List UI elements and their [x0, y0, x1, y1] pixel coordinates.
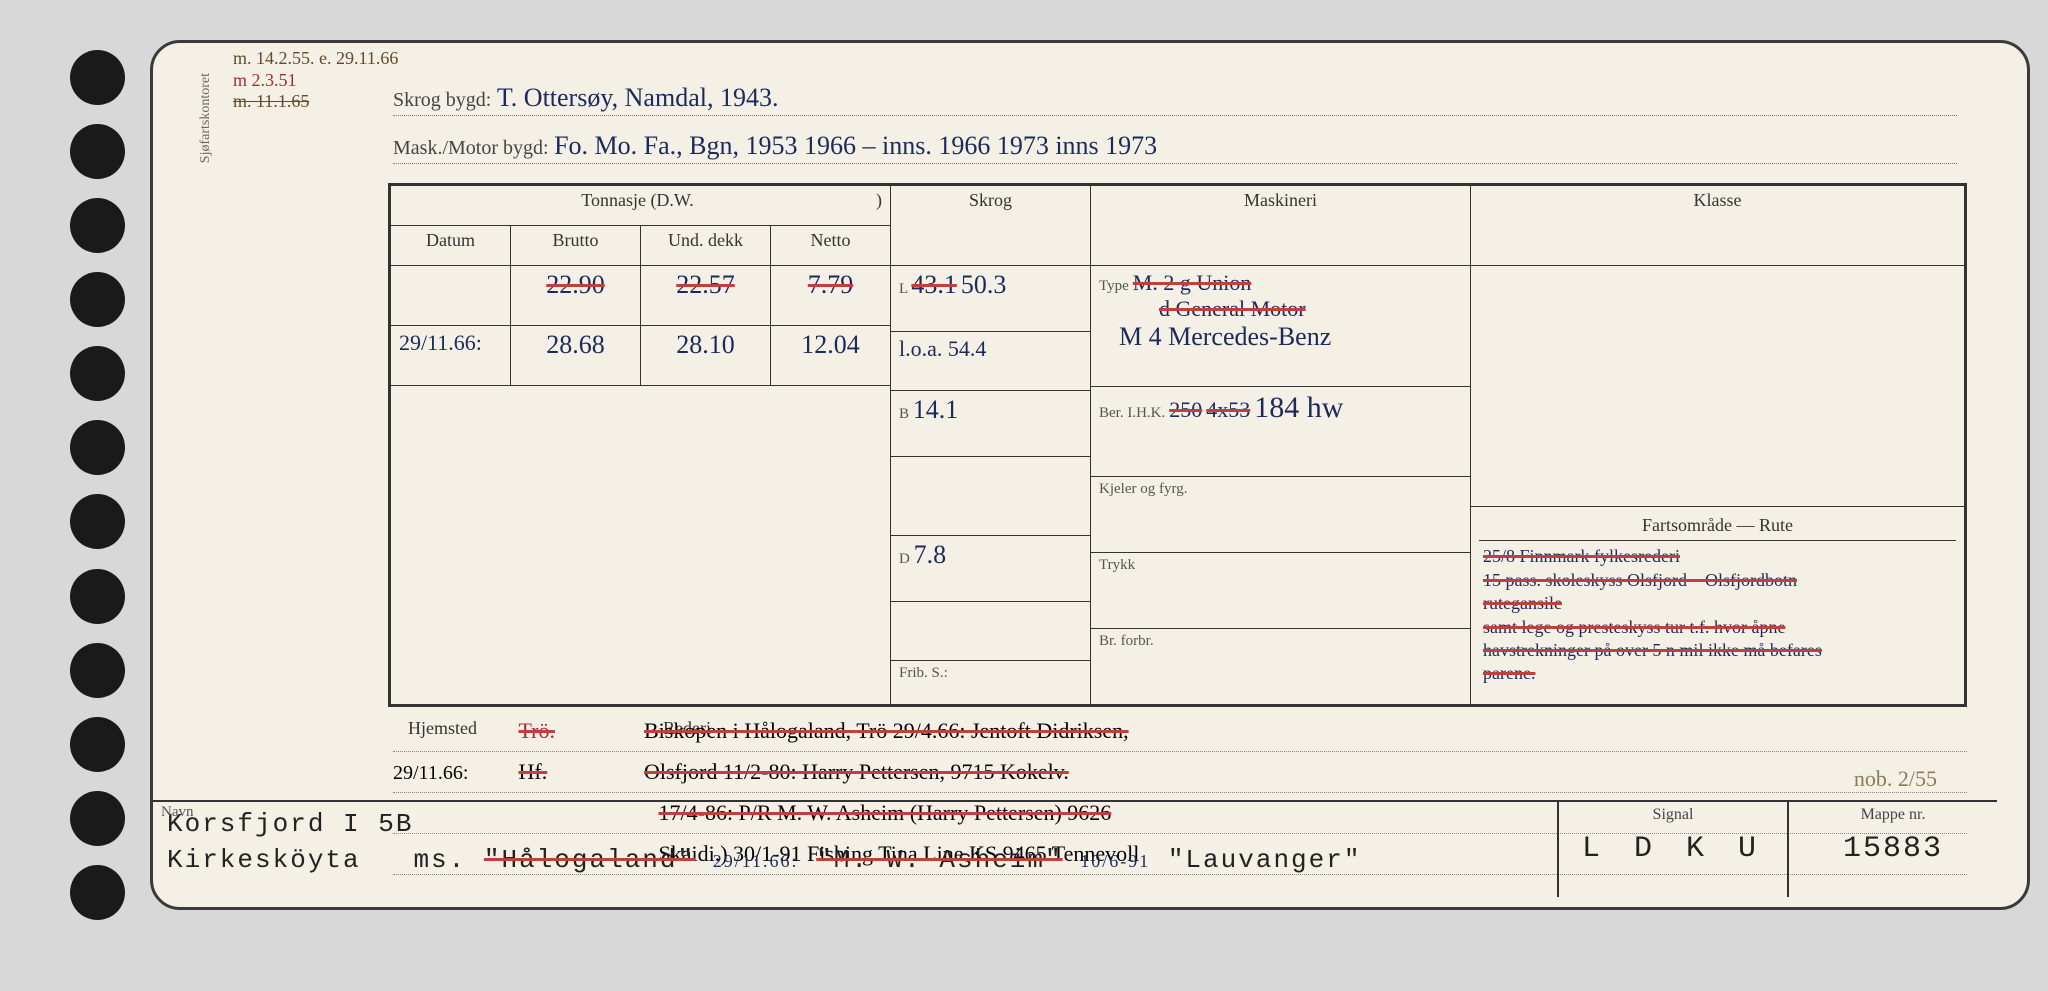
netto-2: 12.04: [771, 326, 891, 386]
B-val: 14.1: [913, 395, 959, 424]
maskineri-header: Maskineri: [1091, 186, 1471, 266]
mappe-label: Mappe nr.: [1793, 806, 1993, 824]
tonnasje-label: Tonnasje (D.W.: [581, 190, 694, 210]
tonnasje-header: Tonnasje (D.W. ): [391, 186, 891, 226]
punch-hole: [70, 50, 125, 105]
unddekk-1: 22.57: [641, 266, 771, 326]
ms-abbrev: ms.: [413, 845, 466, 875]
card-table: Tonnasje (D.W. ) Skrog Maskineri Klasse …: [390, 185, 1965, 705]
signal-label: Signal: [1563, 806, 1783, 824]
frib-label: Frib. S.:: [891, 661, 1090, 704]
kjeler-label: Kjeler og fyrg.: [1091, 476, 1470, 552]
margin-note-2: m 2.3.51: [233, 70, 398, 92]
klasse-header: Klasse: [1471, 186, 1965, 266]
signal-cell: Signal L D K U: [1557, 802, 1787, 897]
margin-note-1: m. 14.2.55. e. 29.11.66: [233, 48, 398, 70]
klasse-cell: Fartsområde — Rute 25/8 Finnmark fylkesr…: [1471, 266, 1965, 705]
L-new: 50.3: [961, 270, 1007, 299]
rederi-l2: Olsfjord 11/2-80: Harry Pettersen, 9715 …: [644, 759, 1069, 784]
punch-hole: [70, 791, 125, 846]
mappe-cell: Mappe nr. 15883: [1787, 802, 1997, 897]
main-table: Tonnasje (D.W. ) Skrog Maskineri Klasse …: [388, 183, 1967, 707]
hj-place-2: Hf.: [519, 752, 639, 792]
mask-bygd-value: Fo. Mo. Fa., Bgn, 1953 1966 – inns. 1966…: [554, 131, 1157, 160]
netto-header: Netto: [771, 226, 891, 266]
unddekk-header: Und. dekk: [641, 226, 771, 266]
D-val: 7.8: [914, 540, 947, 569]
punch-hole: [70, 865, 125, 920]
margin-note-3: m. 11.1.65: [233, 91, 398, 113]
punch-holes: [70, 50, 125, 920]
br-label: Br. forbr.: [1091, 629, 1470, 704]
ship-name-1: "Hålogaland": [484, 845, 695, 875]
rederi-l1: Biskopen i Hålogaland, Trö 29/4.66: Jent…: [644, 718, 1129, 743]
kirkeskoyta: Kirkesköyta: [167, 845, 361, 875]
ship-name-2: "M. W. Asheim": [816, 845, 1062, 875]
skrog-bygd-label: Skrog bygd:: [393, 89, 491, 111]
brutto-2: 28.68: [511, 326, 641, 386]
skrog-cell: L 43.1 50.3 l.o.a. 54.4 B 14.1: [891, 266, 1091, 705]
sjofart-label-left: Sjøfartskontoret: [198, 73, 214, 163]
mask-bygd-label: Mask./Motor bygd:: [393, 137, 549, 159]
type-old2: M. 2 g Union: [1133, 270, 1252, 295]
ihk-label: Ber. I.H.K.: [1099, 405, 1165, 421]
record-card: Sjøfartskontoret Sjøfartskontoret m. 14.…: [150, 40, 2030, 910]
loa: l.o.a. 54.4: [891, 331, 1090, 390]
brutto-header: Brutto: [511, 226, 641, 266]
brutto-1: 22.90: [511, 266, 641, 326]
punch-hole: [70, 346, 125, 401]
navn-label: Navn: [161, 804, 194, 821]
korsfjord: Korsfjord I 5B: [167, 809, 413, 839]
nob-note: nob. 2/55: [1854, 766, 1937, 792]
ihk-old2: 4x53: [1206, 397, 1250, 422]
trykk-label: Trykk: [1091, 552, 1470, 628]
punch-hole: [70, 420, 125, 475]
mask-bygd-line: Mask./Motor bygd: Fo. Mo. Fa., Bgn, 1953…: [393, 131, 1957, 164]
ihk-new: 184 hw: [1254, 391, 1343, 424]
type-label: Type: [1099, 278, 1129, 294]
punch-hole: [70, 717, 125, 772]
bottom-bar: Navn Korsfjord I 5B Kirkesköyta ms. "Hål…: [153, 800, 1997, 897]
bottom-name-cell: Navn Korsfjord I 5B Kirkesköyta ms. "Hål…: [153, 802, 1557, 897]
punch-hole: [70, 124, 125, 179]
punch-hole: [70, 198, 125, 253]
netto-1: 7.79: [771, 266, 891, 326]
skrog-bygd-line: Skrog bygd: T. Ottersøy, Namdal, 1943.: [393, 83, 1957, 116]
L-old: 43.1: [911, 270, 957, 299]
skrog-bygd-value: T. Ottersøy, Namdal, 1943.: [497, 83, 779, 112]
datum-header: Datum: [391, 226, 511, 266]
punch-hole: [70, 643, 125, 698]
name1-date: 29/11.66:: [713, 851, 799, 871]
margin-notes: m. 14.2.55. e. 29.11.66 m 2.3.51 m. 11.1…: [233, 48, 398, 113]
punch-hole: [70, 569, 125, 624]
mappe-value: 15883: [1793, 832, 1993, 866]
farts-lines: 25/8 Finnmark fylkesrederi 15 pass. skol…: [1479, 541, 1956, 689]
unddekk-2: 28.10: [641, 326, 771, 386]
type-old1: d General Motor: [1099, 296, 1462, 322]
punch-hole: [70, 494, 125, 549]
skrog-header: Skrog: [891, 186, 1091, 266]
card-wrapper: VISCARD Skjema nr. 53007 - A VISAG KONTO…: [20, 20, 2048, 971]
punch-hole: [70, 272, 125, 327]
type-new: M 4 Mercedes-Benz: [1099, 322, 1462, 352]
farts-header: Fartsområde — Rute: [1479, 511, 1956, 541]
card-content: m. 14.2.55. e. 29.11.66 m 2.3.51 m. 11.1…: [233, 53, 1997, 897]
signal-value: L D K U: [1563, 832, 1783, 866]
hj-place-1: Trö.: [519, 711, 639, 751]
name2-date: 10/6-91: [1080, 851, 1150, 871]
datum-1: [391, 266, 511, 326]
hj-date-2: 29/11.66:: [393, 753, 513, 793]
ship-name-3: "Lauvanger": [1168, 845, 1362, 875]
datum-2: 29/11.66:: [391, 326, 511, 386]
maskineri-cell: Type M. 2 g Union d General Motor M 4 Me…: [1091, 266, 1471, 705]
ihk-old: 250: [1169, 397, 1202, 422]
